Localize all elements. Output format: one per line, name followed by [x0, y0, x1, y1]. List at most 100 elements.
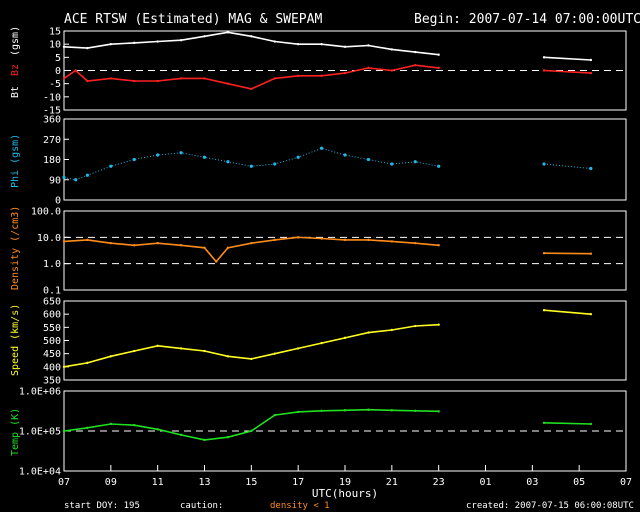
- series-point-bt: [589, 58, 593, 62]
- series-point-density: [203, 246, 206, 250]
- series-point-bt: [320, 42, 323, 46]
- series-point-temp: [414, 409, 417, 412]
- y-tick-label: 400: [43, 362, 61, 373]
- series-point-bz: [133, 79, 136, 83]
- y-tick-label: 450: [43, 349, 61, 360]
- density-caution: density < 1: [270, 501, 330, 511]
- series-point-bt: [156, 40, 159, 43]
- series-point-bz: [367, 66, 370, 70]
- series-point-density: [367, 238, 370, 242]
- series-point-speed: [62, 365, 66, 369]
- series-point-bz: [86, 79, 89, 83]
- series-point-phi: [179, 151, 183, 155]
- x-axis-label: UTC(hours): [312, 487, 378, 500]
- series-line-bt: [543, 56, 591, 61]
- begin-time: Begin: 2007-07-14 07:00:00UTC: [414, 12, 640, 27]
- series-point-temp: [296, 410, 300, 414]
- y-tick-label: 10.0: [37, 233, 61, 244]
- y-tick-label: 1.0E+04: [19, 467, 61, 478]
- x-tick-label: 17: [292, 477, 304, 488]
- y-tick-label: 550: [43, 323, 61, 334]
- caution-label: caution:: [180, 501, 223, 511]
- series-point-bt: [390, 48, 394, 51]
- bt-label: Bt: [10, 86, 21, 98]
- gsm-label: (gsm): [10, 26, 21, 56]
- series-point-bt: [542, 56, 546, 59]
- phi-ylabel: Phi (gsm): [10, 134, 21, 188]
- series-point-density: [273, 238, 276, 242]
- y-tick-label: 0.1: [43, 286, 61, 297]
- series-point-bz: [109, 77, 113, 80]
- series-point-density: [215, 260, 218, 263]
- y-tick-label: 650: [43, 297, 61, 308]
- series-point-density: [320, 237, 323, 240]
- series-point-temp: [203, 438, 206, 442]
- x-tick-label: 01: [479, 477, 491, 488]
- series-point-temp: [542, 421, 546, 425]
- series-point-temp: [437, 410, 440, 413]
- y-tick-label: 100.0: [31, 207, 61, 218]
- series-point-speed: [414, 324, 417, 328]
- series-point-bz: [437, 66, 440, 70]
- y-tick-label: 90: [49, 175, 61, 186]
- series-point-density: [296, 236, 300, 239]
- series-point-bz: [390, 69, 394, 72]
- series-point-density: [156, 241, 159, 245]
- series-point-phi: [437, 164, 441, 168]
- chart-title: ACE RTSW (Estimated) MAG & SWEPAM: [64, 12, 322, 27]
- series-point-bz: [414, 64, 417, 67]
- y-tick-label: 1.0E+05: [19, 427, 61, 438]
- series-point-density: [179, 244, 183, 247]
- series-point-density: [589, 252, 593, 255]
- series-line-phi: [543, 163, 591, 169]
- series-point-phi: [366, 157, 371, 162]
- y-tick-label: 1.0: [43, 259, 61, 270]
- series-point-phi: [589, 166, 593, 171]
- density-ylabel: Density (/cm3): [10, 206, 21, 290]
- series-line-temp: [63, 408, 439, 441]
- y-tick-label: 500: [43, 336, 61, 347]
- data-series: [62, 31, 626, 442]
- x-tick-label: 07: [58, 477, 70, 488]
- x-tick-label: 03: [526, 477, 538, 488]
- temp-ylabel: Temp (K): [10, 408, 21, 456]
- series-point-phi: [413, 160, 417, 164]
- series-point-phi: [202, 155, 207, 159]
- x-tick-label: 21: [386, 477, 398, 488]
- series-point-bz: [343, 71, 347, 75]
- y-tick-label: 10: [49, 40, 61, 51]
- series-point-bz: [296, 74, 300, 77]
- series-point-bt: [250, 35, 253, 38]
- series-point-speed: [156, 344, 159, 347]
- mag-ylabel: Bt Bz (gsm): [10, 26, 21, 98]
- series-point-phi: [343, 153, 347, 157]
- series-point-density: [414, 241, 417, 245]
- series-point-temp: [179, 433, 183, 437]
- y-tick-label: 0: [55, 196, 61, 207]
- series-line-temp: [543, 422, 591, 425]
- series-point-speed: [589, 312, 593, 316]
- series-point-density: [62, 240, 66, 243]
- series-point-temp: [250, 429, 253, 433]
- x-tick-label: 09: [105, 477, 117, 488]
- series-point-temp: [226, 435, 230, 439]
- y-tick-label: -15: [43, 106, 61, 117]
- series-point-temp: [86, 426, 89, 430]
- x-tick-label: 13: [198, 477, 210, 488]
- series-point-bt: [86, 46, 89, 50]
- series-point-density: [86, 238, 89, 242]
- series-point-bz: [320, 74, 323, 77]
- series-point-phi: [390, 162, 394, 166]
- series-point-temp: [273, 413, 276, 417]
- series-point-speed: [390, 328, 394, 332]
- series-point-density: [390, 240, 394, 243]
- y-tick-label: 600: [43, 310, 61, 321]
- speed-ylabel: Speed (km/s): [10, 304, 21, 376]
- series-point-speed: [367, 331, 370, 334]
- series-point-bt: [179, 39, 183, 42]
- series-point-density: [250, 241, 253, 245]
- y-tick-label: 15: [49, 27, 61, 38]
- series-point-bt: [133, 41, 136, 45]
- series-point-density: [542, 251, 546, 255]
